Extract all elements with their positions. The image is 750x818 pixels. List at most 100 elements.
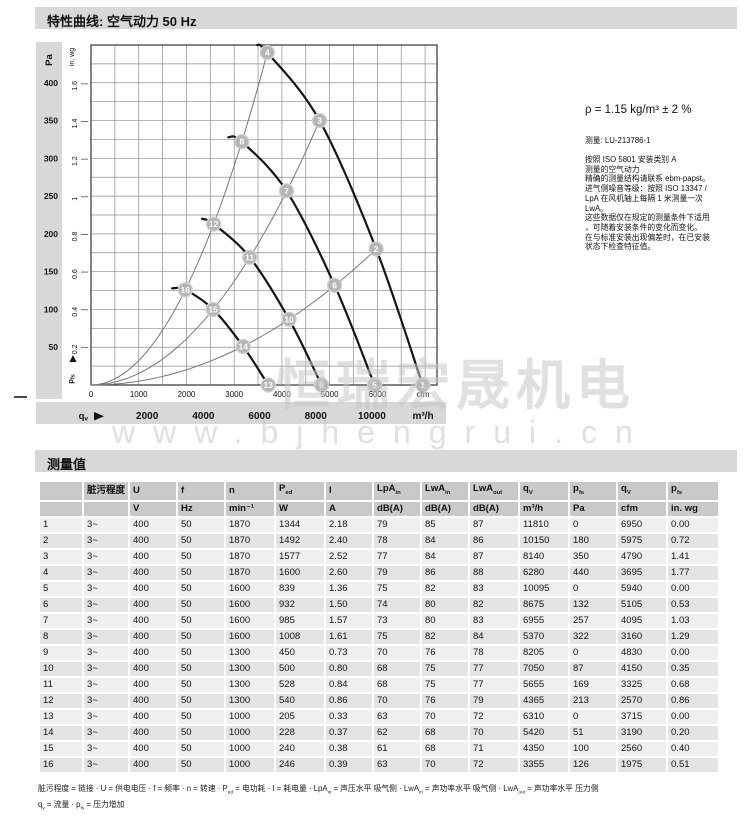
table-cell: 400 — [130, 629, 177, 644]
table-cell: 3160 — [618, 629, 667, 644]
table-row: 1 3~ 400 50 1870 1344 2.18 79 85 87 11810 0 6950 0.00 — [40, 517, 719, 532]
table-cell: 3~ — [84, 645, 129, 660]
table-cell: 1.61 — [326, 629, 373, 644]
table-cell: 1300 — [226, 693, 275, 708]
column-unit: W — [276, 501, 325, 516]
table-cell: 50 — [178, 613, 225, 628]
table-cell: 50 — [178, 581, 225, 596]
table-cell: 400 — [130, 549, 177, 564]
marker-point-11 — [242, 249, 258, 265]
table-cell: 74 — [374, 597, 421, 612]
column-header: I — [326, 482, 373, 500]
marker-label: 12 — [209, 219, 219, 229]
table-cell: 76 — [422, 645, 469, 660]
marker-point-16 — [177, 282, 193, 298]
table-cell: 50 — [178, 741, 225, 756]
standards-note: 按照 ISO 5801 安装类别 A 测量的空气动力 精确的测量结构请联系 ebm-… — [585, 155, 710, 252]
y-tick-pa: 300 — [44, 153, 58, 163]
table-cell: 77 — [470, 661, 519, 676]
table-cell: 0.86 — [326, 693, 373, 708]
table-cell: 83 — [470, 613, 519, 628]
table-cell: 10095 — [520, 581, 569, 596]
table-cell: 5420 — [520, 725, 569, 740]
column-unit — [84, 501, 129, 516]
table-row: 11 3~ 400 50 1300 528 0.84 68 75 77 5655 169 3325 0.6… — [40, 677, 719, 692]
table-cell: 400 — [130, 661, 177, 676]
row-index: 4 — [40, 565, 82, 580]
y-tick-pa: 250 — [44, 191, 58, 201]
table-cell: 5105 — [618, 597, 667, 612]
table-cell: 3715 — [618, 709, 667, 724]
table-cell: 1600 — [226, 629, 275, 644]
marker-point-13 — [260, 377, 276, 393]
table-cell: 3~ — [84, 517, 129, 532]
table-cell: 3695 — [618, 565, 667, 580]
column-unit: cfm — [618, 501, 667, 516]
row-index: 11 — [40, 677, 82, 692]
column-header: pfs — [668, 482, 719, 500]
table-cell: 80 — [422, 597, 469, 612]
table-cell: 5370 — [520, 629, 569, 644]
table-cell: 68 — [374, 661, 421, 676]
table-cell: 70 — [422, 709, 469, 724]
table-cell: 85 — [422, 517, 469, 532]
table-row: 4 3~ 400 50 1870 1600 2.60 79 86 88 6280 440 3695 1.7… — [40, 565, 719, 580]
table-cell: 83 — [470, 581, 519, 596]
marker-point-9 — [313, 377, 330, 393]
table-row: 7 3~ 400 50 1600 985 1.57 73 80 83 6955 257 4095 1.03 — [40, 613, 719, 628]
x-axis-primary-unit: cfm — [417, 390, 430, 399]
footnote-subscript: in — [327, 790, 332, 796]
grid-lines — [91, 45, 437, 385]
marker-label: 15 — [208, 304, 218, 314]
table-row: 8 3~ 400 50 1600 1008 1.61 75 82 84 5370 322 3160 1.2… — [40, 629, 719, 644]
table-cell: 2.40 — [326, 533, 373, 548]
table-row: 15 3~ 400 50 1000 240 0.38 61 68 71 4350 100 2560 0.4… — [40, 741, 719, 756]
row-index: 2 — [40, 533, 82, 548]
table-cell: 3~ — [84, 725, 129, 740]
table-cell: 2560 — [618, 741, 667, 756]
table-cell: 400 — [130, 581, 177, 596]
column-unit: m³/h — [520, 501, 569, 516]
table-cell: 50 — [178, 597, 225, 612]
column-unit: min⁻¹ — [226, 501, 275, 516]
table-cell: 257 — [570, 613, 617, 628]
marker-point-12 — [206, 216, 222, 232]
y-axis-primary-unit: Pa — [44, 53, 55, 65]
performance-chart: 12345678910111213141516Pa501001502002503… — [36, 42, 446, 424]
table-cell: 11810 — [520, 517, 569, 532]
row-index: 12 — [40, 693, 82, 708]
marker-label: 2 — [374, 244, 379, 254]
table-cell: 528 — [276, 677, 325, 692]
table-cell: 213 — [570, 693, 617, 708]
table-cell: 10150 — [520, 533, 569, 548]
table-cell: 932 — [276, 597, 325, 612]
row-index: 15 — [40, 741, 82, 756]
table-cell: 62 — [374, 725, 421, 740]
table-cell: 169 — [570, 677, 617, 692]
table-cell: 0.38 — [326, 741, 373, 756]
table-cell: 450 — [276, 645, 325, 660]
row-index: 1 — [40, 517, 82, 532]
table-cell: 3~ — [84, 549, 129, 564]
table-cell: 50 — [178, 645, 225, 660]
table-cell: 126 — [570, 757, 617, 772]
table-cell: 400 — [130, 613, 177, 628]
table-cell: 0.40 — [668, 741, 719, 756]
table-cell: 82 — [422, 629, 469, 644]
table-cell: 87 — [470, 517, 519, 532]
row-index: 9 — [40, 645, 82, 660]
table-cell: 400 — [130, 741, 177, 756]
system-resistance-curves — [90, 52, 377, 386]
table-cell: 400 — [130, 757, 177, 772]
table-cell: 1600 — [226, 597, 275, 612]
marker-label: 13 — [264, 380, 274, 390]
table-cell: 4790 — [618, 549, 667, 564]
table-cell: 2.60 — [326, 565, 373, 580]
table-cell: 400 — [130, 533, 177, 548]
marker-label: 5 — [372, 380, 377, 390]
table-cell: 322 — [570, 629, 617, 644]
marker-point-8 — [234, 134, 250, 150]
column-header: Ped — [276, 482, 325, 500]
x-tick-cfm: 6000 — [368, 390, 386, 399]
